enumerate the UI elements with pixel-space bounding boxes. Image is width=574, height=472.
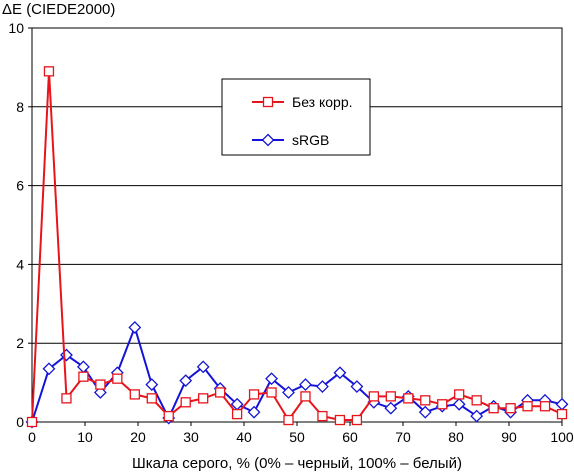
data-point-srgb — [384, 401, 398, 415]
x-tick-label: 40 — [236, 429, 252, 445]
data-point-bez-korr — [180, 397, 191, 408]
legend-marker — [262, 96, 274, 108]
series-bez-korr — [26, 66, 568, 428]
data-point-bez-korr — [163, 410, 174, 422]
data-point-bez-korr — [385, 391, 396, 402]
data-point-bez-korr — [214, 387, 226, 398]
data-point-bez-korr — [198, 393, 209, 404]
x-tick-label: 90 — [501, 429, 517, 445]
y-tick-label: 2 — [16, 335, 24, 351]
data-point-bez-korr — [112, 373, 123, 384]
data-point-bez-korr — [539, 401, 551, 412]
y-tick-label: 10 — [8, 20, 24, 36]
x-ticks: 0 10 20 30 40 50 60 70 80 90 100 — [28, 422, 574, 445]
data-point-bez-korr — [488, 403, 499, 414]
series-srgb — [25, 321, 569, 429]
data-point-srgb — [418, 405, 432, 419]
data-point-bez-korr — [454, 389, 465, 400]
legend-label: sRGB — [292, 132, 329, 148]
y-tick-label: 0 — [16, 414, 24, 430]
data-point-srgb — [470, 409, 484, 423]
x-tick-label: 100 — [550, 429, 574, 445]
data-point-srgb — [128, 321, 142, 334]
data-point-srgb — [145, 378, 159, 391]
data-point-bez-korr — [351, 414, 363, 426]
data-point-bez-korr — [95, 379, 106, 390]
data-point-bez-korr — [300, 391, 311, 402]
legend-label: Без корр. — [292, 94, 353, 110]
x-tick-label: 80 — [448, 429, 464, 445]
data-point-srgb — [282, 386, 295, 399]
x-tick-label: 20 — [130, 429, 146, 445]
data-point-bez-korr — [368, 391, 380, 402]
legend-marker — [261, 133, 275, 147]
data-point-srgb — [316, 380, 329, 393]
data-point-bez-korr — [129, 389, 140, 400]
x-tick-label: 70 — [395, 429, 411, 445]
x-tick-label: 50 — [289, 429, 305, 445]
data-point-srgb — [247, 405, 261, 419]
data-point-bez-korr — [403, 393, 414, 404]
data-point-bez-korr — [78, 371, 89, 382]
legend: Без корр. sRGB — [221, 78, 371, 156]
data-point-bez-korr — [471, 395, 482, 406]
data-point-bez-korr — [317, 410, 328, 422]
data-point-srgb — [452, 397, 466, 411]
data-point-bez-korr — [146, 393, 157, 404]
data-point-bez-korr — [522, 401, 533, 412]
series-layer — [25, 66, 569, 429]
y-axis-title: ΔE (CIEDE2000) — [2, 1, 115, 18]
data-point-srgb — [179, 374, 193, 388]
y-ticks: 0 2 4 6 8 10 — [8, 20, 32, 430]
data-point-bez-korr — [61, 393, 72, 404]
data-point-srgb — [299, 378, 312, 391]
x-axis-title: Шкала серого, % (0% – черный, 100% – бел… — [132, 455, 462, 472]
y-tick-label: 6 — [16, 178, 24, 194]
data-point-srgb — [555, 397, 569, 411]
data-point-bez-korr — [334, 414, 346, 426]
y-tick-label: 8 — [16, 99, 24, 115]
data-point-bez-korr — [266, 387, 277, 398]
x-tick-label: 10 — [77, 429, 93, 445]
data-point-srgb — [333, 366, 347, 380]
data-point-bez-korr — [26, 416, 38, 428]
data-point-srgb — [350, 380, 364, 393]
data-point-bez-korr — [556, 408, 568, 420]
x-tick-label: 0 — [28, 429, 36, 445]
data-point-bez-korr — [505, 403, 516, 414]
data-point-srgb — [265, 372, 278, 386]
data-point-srgb — [42, 362, 56, 376]
data-point-bez-korr — [231, 408, 243, 420]
data-point-bez-korr — [420, 395, 431, 406]
grid — [32, 27, 562, 344]
data-point-bez-korr — [43, 66, 55, 77]
data-point-bez-korr — [437, 399, 448, 410]
x-tick-label: 60 — [342, 429, 358, 445]
data-point-srgb — [196, 360, 210, 374]
data-point-bez-korr — [248, 389, 260, 400]
data-point-bez-korr — [283, 414, 294, 426]
legend-box — [221, 78, 371, 156]
x-tick-label: 30 — [183, 429, 199, 445]
y-tick-label: 4 — [16, 256, 24, 272]
